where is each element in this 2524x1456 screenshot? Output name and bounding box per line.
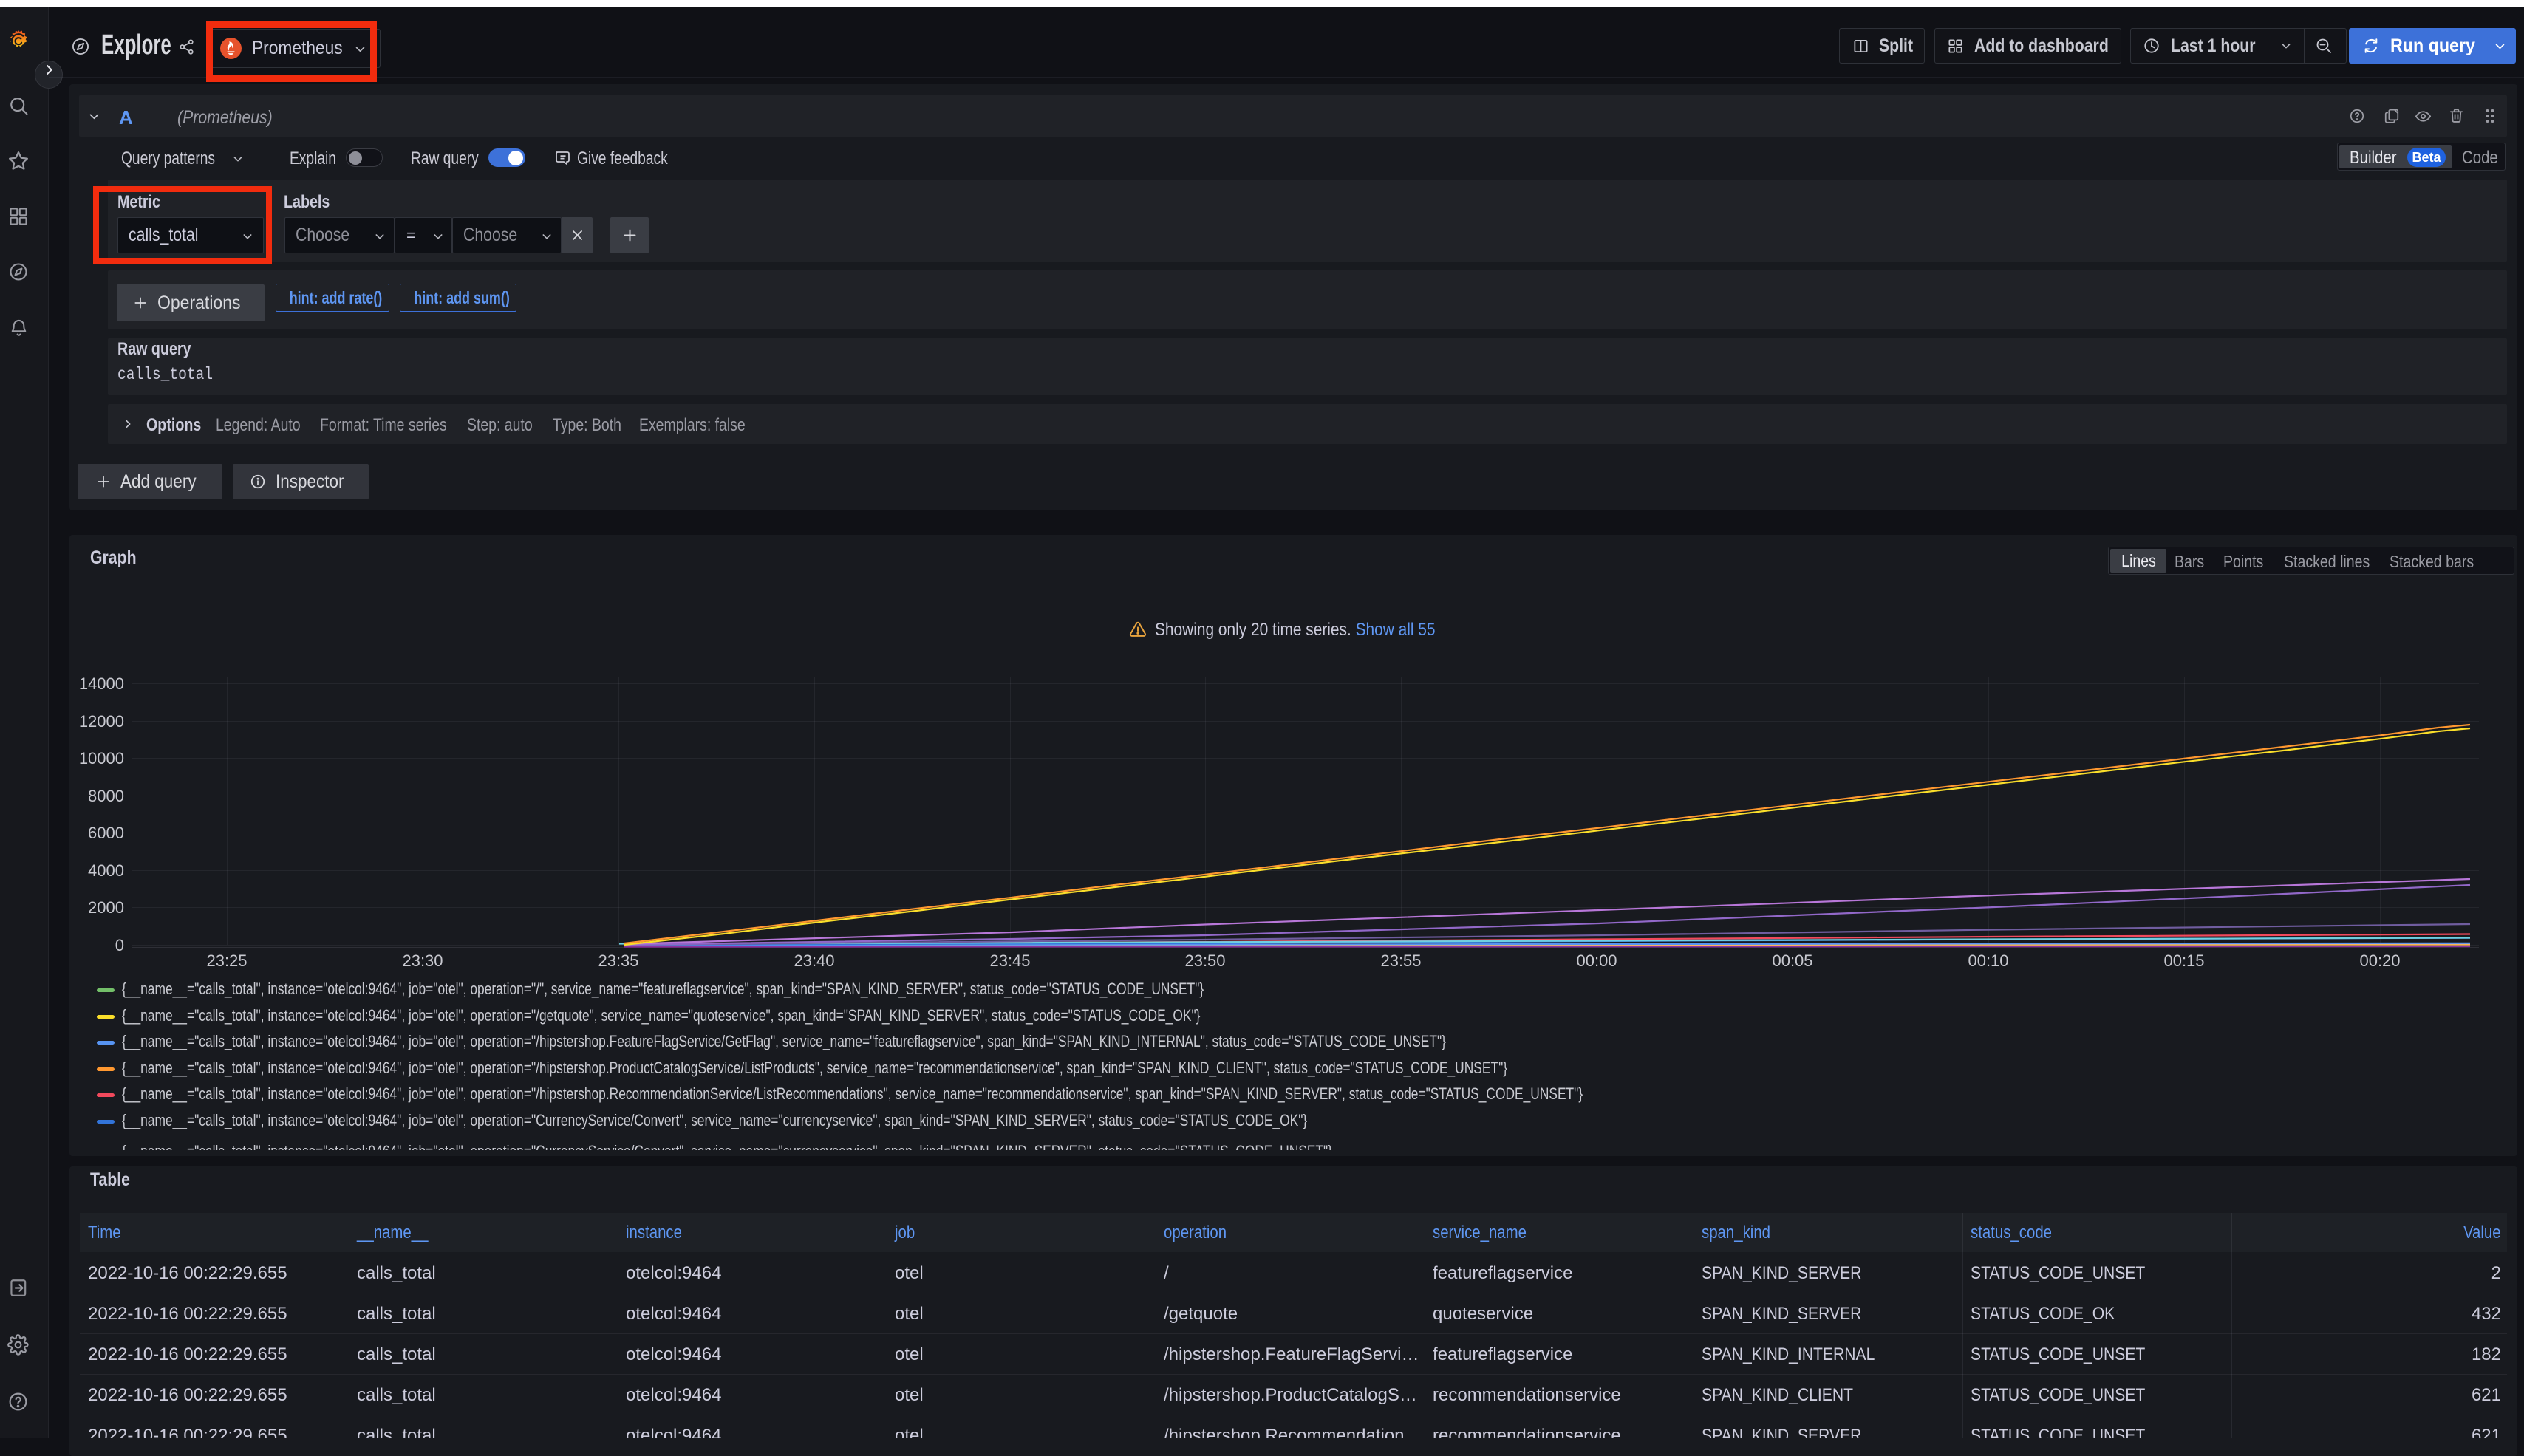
svg-text:00:15: 00:15 — [2163, 951, 2204, 970]
svg-text:23:50: 23:50 — [1184, 951, 1225, 970]
svg-text:2000: 2000 — [88, 898, 124, 917]
svg-text:23:35: 23:35 — [598, 951, 638, 970]
svg-text:00:00: 00:00 — [1576, 951, 1617, 970]
svg-text:6000: 6000 — [88, 824, 124, 842]
svg-text:14000: 14000 — [79, 674, 124, 693]
svg-text:23:40: 23:40 — [794, 951, 834, 970]
svg-text:00:10: 00:10 — [1968, 951, 2008, 970]
svg-text:00:20: 00:20 — [2359, 951, 2400, 970]
svg-text:10000: 10000 — [79, 749, 124, 768]
svg-text:23:25: 23:25 — [206, 951, 247, 970]
svg-text:4000: 4000 — [88, 861, 124, 880]
svg-text:23:45: 23:45 — [989, 951, 1030, 970]
svg-text:12000: 12000 — [79, 712, 124, 731]
svg-text:00:05: 00:05 — [1772, 951, 1812, 970]
svg-text:23:55: 23:55 — [1380, 951, 1421, 970]
svg-text:0: 0 — [115, 936, 124, 954]
svg-text:23:30: 23:30 — [402, 951, 443, 970]
svg-text:8000: 8000 — [88, 787, 124, 805]
